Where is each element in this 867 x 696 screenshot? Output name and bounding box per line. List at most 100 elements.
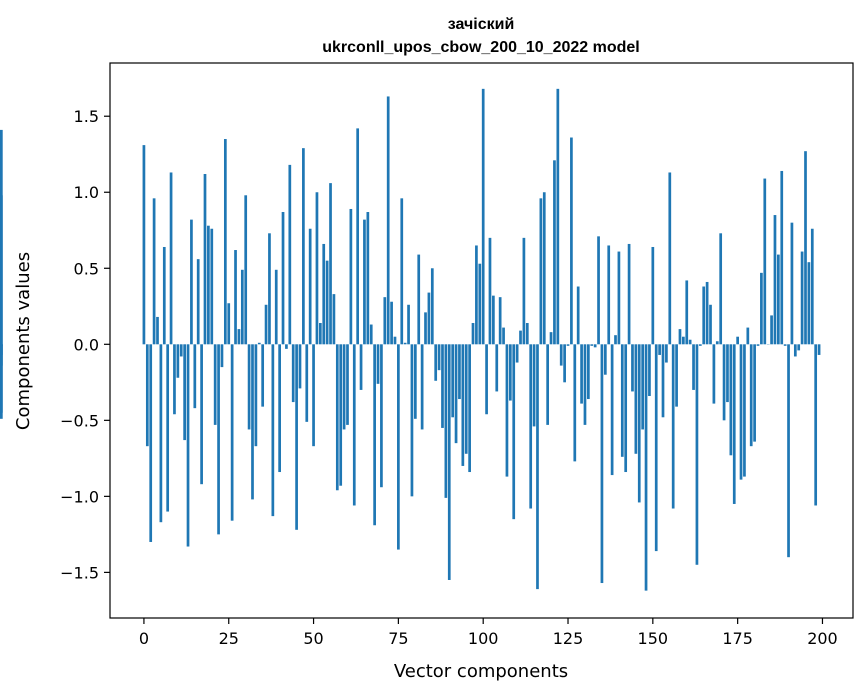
bar-110 bbox=[515, 344, 519, 363]
x-tick-label: 50 bbox=[303, 629, 323, 648]
bars-group bbox=[0, 88, 821, 591]
bar-65 bbox=[363, 219, 366, 345]
bar-79 bbox=[410, 344, 414, 497]
bar-78 bbox=[407, 304, 410, 345]
bar-160 bbox=[685, 280, 689, 345]
bar-27 bbox=[234, 250, 237, 345]
x-axis-ticks: 0 25 50 75 100 125 150 175 200 bbox=[139, 618, 838, 648]
chart-subtitle: ukrconll_upos_cbow_200_10_2022 model bbox=[322, 39, 639, 56]
bar-136 bbox=[603, 344, 607, 375]
bar-146 bbox=[637, 344, 641, 503]
bar-45 bbox=[295, 344, 298, 530]
bar-4 bbox=[156, 316, 159, 345]
bar-7 bbox=[166, 344, 170, 512]
bar-198 bbox=[814, 344, 818, 506]
bar-181 bbox=[756, 344, 760, 346]
bar-176 bbox=[739, 344, 743, 480]
bar-148 bbox=[644, 344, 648, 591]
bar-40 bbox=[278, 344, 281, 473]
bar-26 bbox=[230, 344, 234, 521]
bar-134 bbox=[597, 236, 600, 345]
y-tick-label: −1.5 bbox=[60, 563, 99, 582]
bar-85 bbox=[430, 268, 434, 345]
bar-108 bbox=[508, 344, 512, 401]
bar-177 bbox=[743, 344, 746, 477]
bar-164 bbox=[698, 344, 702, 346]
y-axis-label: Components values bbox=[13, 252, 34, 430]
bar-190 bbox=[787, 344, 790, 558]
bar-130 bbox=[583, 344, 587, 425]
bar-69 bbox=[376, 344, 380, 384]
bar-137 bbox=[607, 245, 611, 345]
bar-19 bbox=[207, 225, 210, 345]
bar-11 bbox=[179, 344, 183, 357]
bar-140 bbox=[617, 251, 621, 345]
bar-32 bbox=[251, 344, 254, 500]
bar-30 bbox=[244, 195, 248, 345]
bar-15 bbox=[193, 344, 197, 409]
bar-174 bbox=[732, 344, 736, 504]
bar-60 bbox=[346, 344, 349, 425]
bar-189 bbox=[783, 344, 787, 346]
bar-23 bbox=[220, 344, 224, 368]
bar-168 bbox=[712, 344, 716, 404]
bar-191 bbox=[790, 222, 794, 345]
bar-152 bbox=[658, 344, 661, 355]
bar-158 bbox=[678, 329, 682, 345]
bar-74 bbox=[393, 336, 397, 345]
bar-22 bbox=[217, 344, 220, 535]
bar-153 bbox=[661, 344, 665, 418]
bar-124 bbox=[563, 344, 566, 383]
bar-41 bbox=[281, 212, 285, 345]
bar-185 bbox=[770, 315, 773, 345]
bar-3 bbox=[152, 198, 156, 345]
bar-73 bbox=[390, 301, 393, 345]
bar-2 bbox=[149, 344, 153, 542]
bar-61 bbox=[349, 208, 353, 345]
bar-34 bbox=[257, 342, 261, 345]
bar-52 bbox=[318, 323, 322, 345]
plot-frame bbox=[109, 62, 854, 619]
bar-13 bbox=[186, 344, 190, 547]
y-tick-label: 0.5 bbox=[74, 259, 99, 278]
bar-121 bbox=[553, 160, 556, 345]
bar-44 bbox=[291, 344, 295, 403]
bar-113 bbox=[525, 323, 529, 345]
bar-183 bbox=[763, 178, 767, 345]
bar-195 bbox=[804, 151, 807, 345]
bar-105 bbox=[498, 297, 502, 345]
bar-171 bbox=[722, 344, 726, 421]
bar-194 bbox=[800, 251, 804, 345]
y-tick-label: 1.0 bbox=[74, 183, 99, 202]
bar-128 bbox=[576, 286, 580, 345]
bar-99 bbox=[478, 263, 482, 345]
bar-39 bbox=[274, 269, 278, 345]
bar-12 bbox=[183, 344, 186, 441]
bar-161 bbox=[688, 339, 692, 345]
bar-155 bbox=[668, 172, 672, 345]
bar-20 bbox=[210, 228, 214, 345]
bar-70 bbox=[380, 344, 383, 488]
bar-86 bbox=[434, 344, 438, 381]
bar-71 bbox=[383, 297, 387, 345]
bar-72 bbox=[386, 96, 390, 345]
bar-75 bbox=[397, 344, 400, 550]
bar-18 bbox=[203, 174, 207, 345]
x-tick-label: 0 bbox=[139, 629, 149, 648]
bar-127 bbox=[573, 344, 577, 462]
bar-142 bbox=[624, 344, 628, 473]
bar-135 bbox=[600, 344, 604, 584]
y-tick-label: 1.5 bbox=[74, 107, 99, 126]
bar-50 bbox=[312, 344, 315, 447]
bar-36 bbox=[264, 304, 268, 345]
bar-149 bbox=[648, 344, 651, 396]
bar-67 bbox=[369, 324, 373, 345]
bar-77 bbox=[403, 342, 407, 345]
y-tick-label: −0.5 bbox=[60, 411, 99, 430]
bar-92 bbox=[454, 344, 458, 444]
bar-120 bbox=[549, 332, 553, 345]
bar-24 bbox=[223, 139, 227, 345]
bar-87 bbox=[437, 344, 441, 371]
bar-5 bbox=[159, 344, 163, 523]
bar-42 bbox=[285, 344, 288, 349]
